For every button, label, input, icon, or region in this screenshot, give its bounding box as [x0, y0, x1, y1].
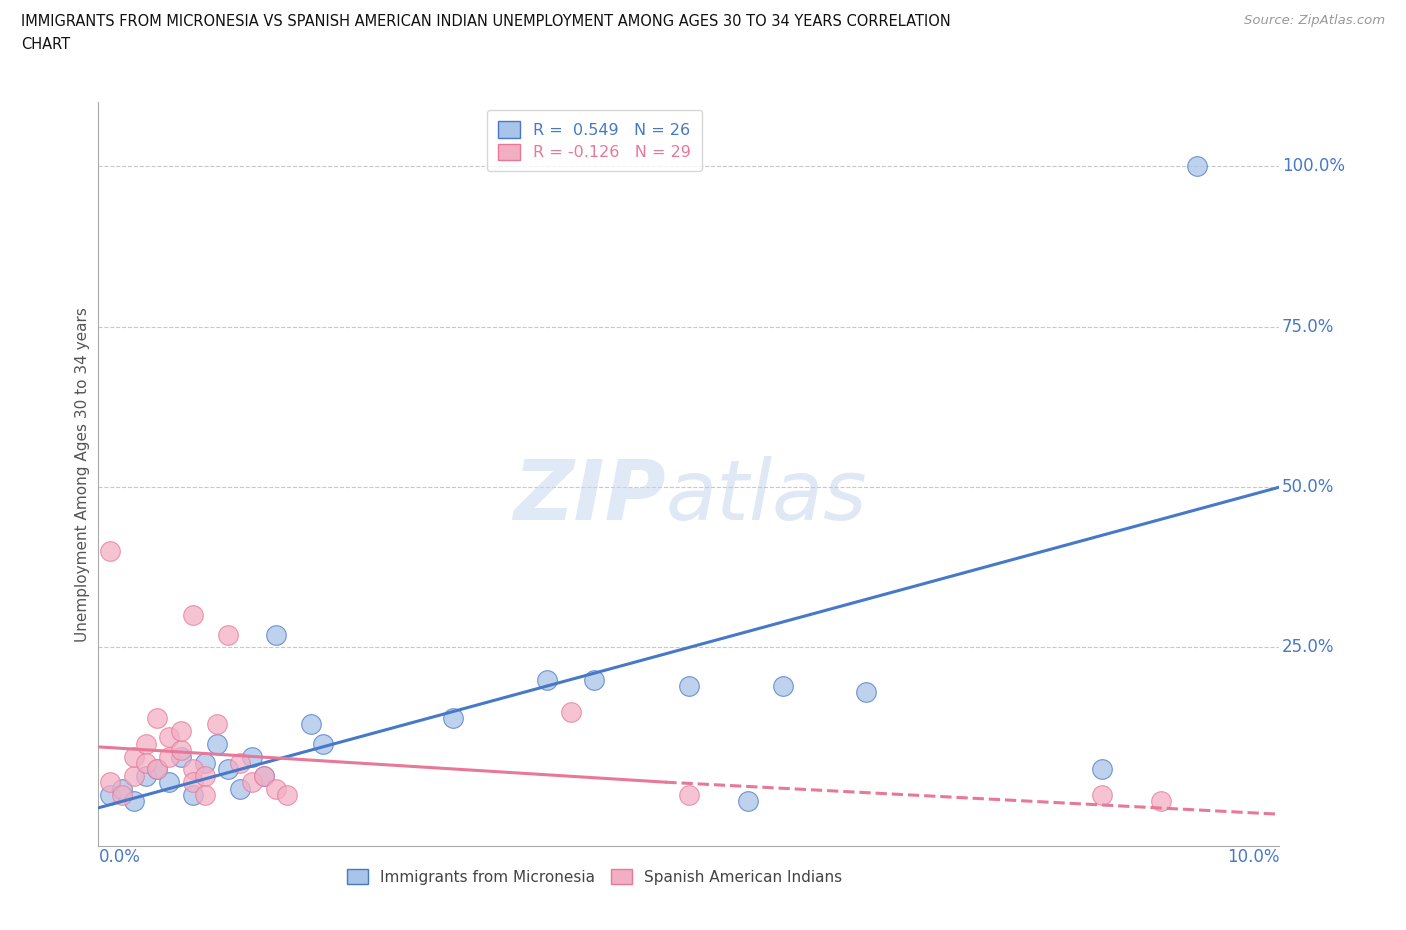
Point	[1185, 159, 1208, 174]
Text: 75.0%: 75.0%	[1282, 318, 1334, 336]
Point	[678, 679, 700, 694]
Text: 100.0%: 100.0%	[1282, 157, 1344, 176]
Point	[560, 704, 582, 719]
Text: 0.0%: 0.0%	[98, 847, 141, 866]
Point	[217, 627, 239, 642]
Point	[536, 672, 558, 687]
Point	[441, 711, 464, 725]
Text: 50.0%: 50.0%	[1282, 478, 1334, 496]
Point	[253, 768, 276, 783]
Point	[194, 755, 217, 770]
Point	[122, 794, 145, 809]
Text: IMMIGRANTS FROM MICRONESIA VS SPANISH AMERICAN INDIAN UNEMPLOYMENT AMONG AGES 30: IMMIGRANTS FROM MICRONESIA VS SPANISH AM…	[21, 14, 950, 29]
Legend: R =  0.549   N = 26, R = -0.126   N = 29: R = 0.549 N = 26, R = -0.126 N = 29	[486, 111, 702, 171]
Point	[240, 749, 263, 764]
Point	[583, 672, 606, 687]
Point	[264, 781, 287, 796]
Point	[181, 608, 204, 623]
Point	[135, 755, 157, 770]
Point	[122, 768, 145, 783]
Text: atlas: atlas	[665, 456, 868, 538]
Point	[135, 737, 157, 751]
Point	[170, 749, 193, 764]
Point	[205, 737, 228, 751]
Text: Source: ZipAtlas.com: Source: ZipAtlas.com	[1244, 14, 1385, 27]
Point	[98, 788, 121, 803]
Text: CHART: CHART	[21, 37, 70, 52]
Point	[299, 717, 322, 732]
Point	[181, 788, 204, 803]
Point	[181, 762, 204, 777]
Point	[240, 775, 263, 790]
Point	[170, 743, 193, 758]
Point	[146, 762, 169, 777]
Point	[146, 711, 169, 725]
Point	[1091, 762, 1114, 777]
Text: ZIP: ZIP	[513, 456, 665, 538]
Point	[276, 788, 298, 803]
Point	[122, 749, 145, 764]
Point	[98, 775, 121, 790]
Point	[170, 724, 193, 738]
Point	[157, 749, 180, 764]
Point	[157, 730, 180, 745]
Point	[264, 627, 287, 642]
Point	[146, 762, 169, 777]
Point	[1150, 794, 1173, 809]
Y-axis label: Unemployment Among Ages 30 to 34 years: Unemployment Among Ages 30 to 34 years	[75, 307, 90, 642]
Point	[157, 775, 180, 790]
Point	[181, 775, 204, 790]
Text: 10.0%: 10.0%	[1227, 847, 1279, 866]
Point	[205, 717, 228, 732]
Point	[135, 768, 157, 783]
Point	[111, 788, 134, 803]
Point	[772, 679, 794, 694]
Point	[229, 781, 252, 796]
Point	[111, 781, 134, 796]
Point	[194, 768, 217, 783]
Point	[737, 794, 759, 809]
Point	[312, 737, 335, 751]
Point	[1091, 788, 1114, 803]
Point	[253, 768, 276, 783]
Point	[678, 788, 700, 803]
Point	[98, 544, 121, 559]
Point	[855, 684, 877, 699]
Point	[229, 755, 252, 770]
Text: 25.0%: 25.0%	[1282, 639, 1334, 657]
Point	[217, 762, 239, 777]
Point	[194, 788, 217, 803]
